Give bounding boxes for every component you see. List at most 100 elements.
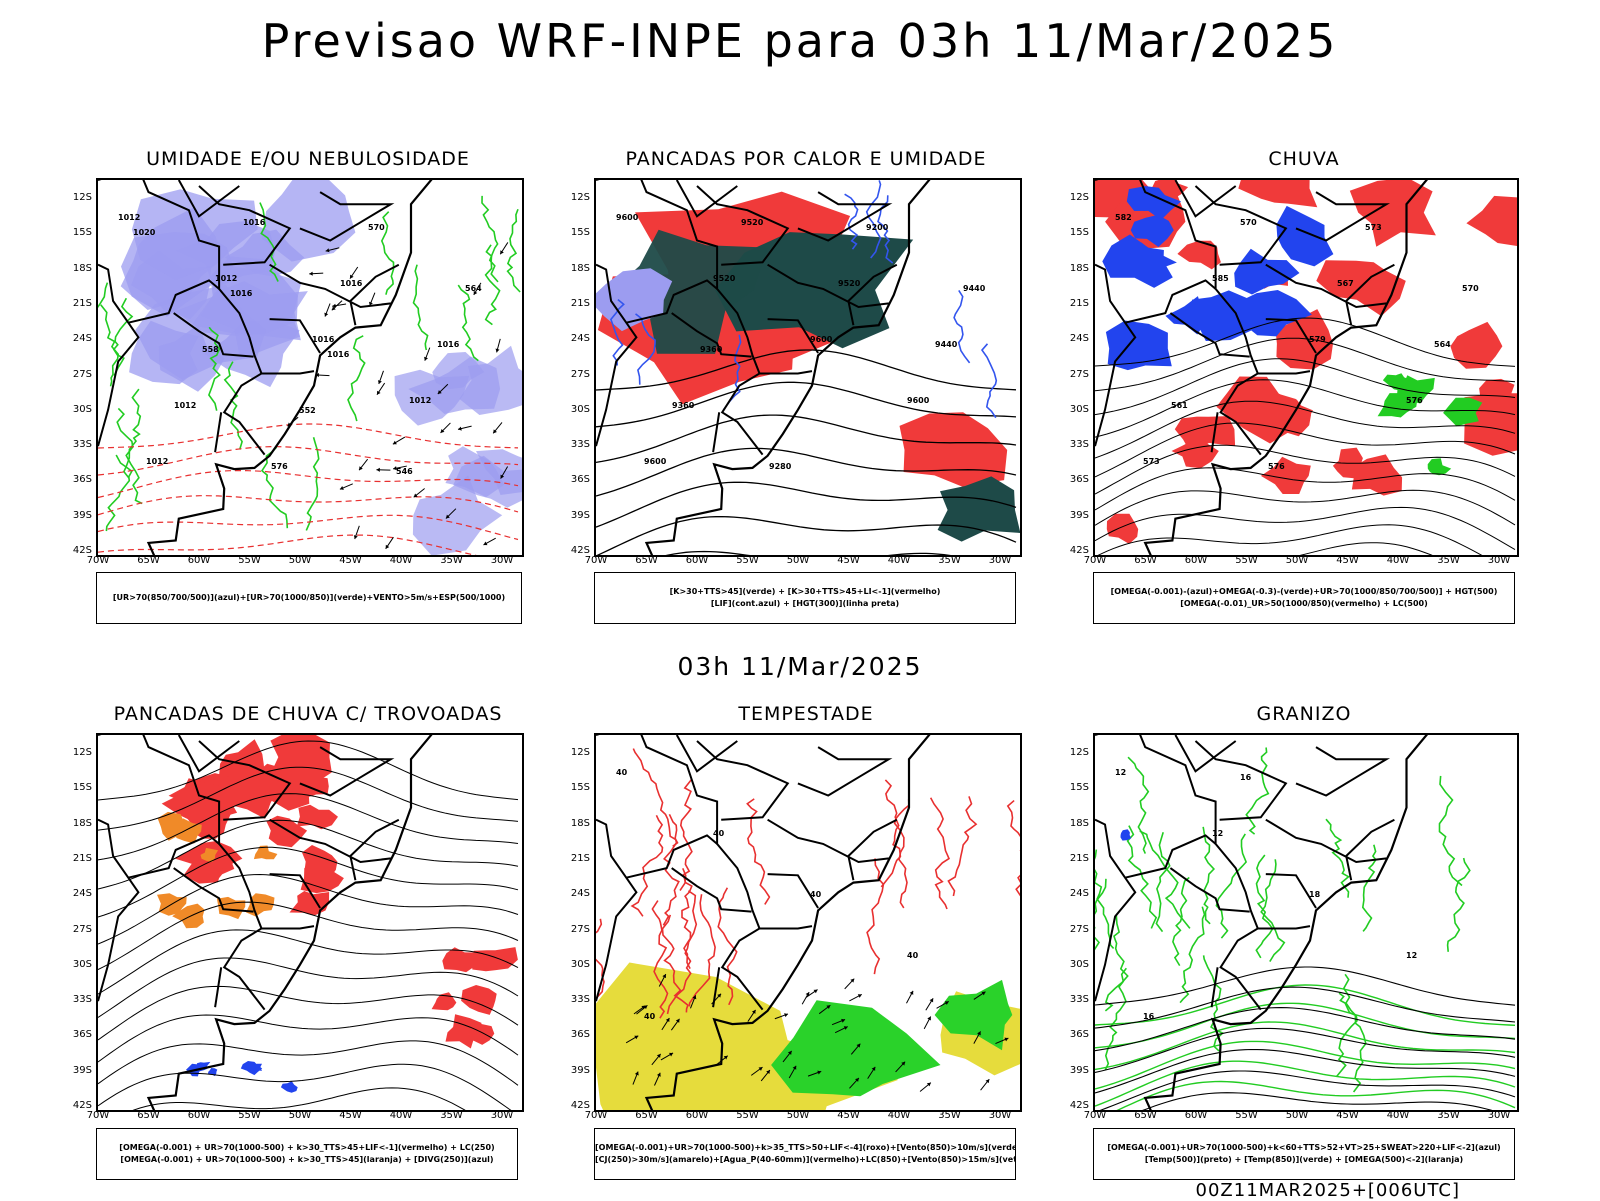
country-border	[215, 412, 221, 452]
contour-label: 9520	[838, 279, 861, 288]
wind-vector	[920, 1083, 931, 1092]
contour-label: 579	[1309, 335, 1326, 344]
wind-vector	[324, 304, 330, 317]
contour-label: 9520	[713, 274, 736, 283]
lat-label: 24S	[1059, 888, 1089, 899]
lon-label: 70W	[83, 1110, 113, 1121]
lon-label: 70W	[83, 555, 113, 566]
wind-vector	[496, 339, 501, 353]
country-border	[98, 820, 138, 1001]
rain-area	[1238, 180, 1317, 207]
thunderstorm-area	[297, 805, 338, 830]
lon-label: 50W	[285, 555, 315, 566]
contour-label: 576	[271, 462, 288, 471]
precipitable-water-contour	[931, 798, 949, 909]
lat-label: 24S	[62, 333, 92, 344]
thickness-contour	[98, 424, 518, 448]
country-border	[262, 926, 315, 928]
lon-label: 35W	[1434, 555, 1464, 566]
country-border	[626, 835, 717, 877]
lon-label: 60W	[682, 555, 712, 566]
contour-label: 1016	[327, 350, 350, 359]
temperature-500-contour	[1095, 987, 1515, 1028]
wind-vector	[483, 538, 495, 545]
temperature-850-contour	[1095, 985, 1515, 1025]
strong-omega-area	[1428, 458, 1452, 475]
lat-label: 30S	[62, 959, 92, 970]
lon-label: 65W	[632, 1110, 662, 1121]
legend-tempestade: [OMEGA(-0.001)+UR>70(1000-500)+k>35_TTS>…	[594, 1128, 1016, 1180]
hail-area	[1121, 829, 1132, 840]
lat-label: 39S	[62, 510, 92, 521]
lon-label: 70W	[581, 555, 611, 566]
lon-label: 65W	[632, 555, 662, 566]
contour-label: 9440	[963, 284, 986, 293]
lat-label: 27S	[1059, 369, 1089, 380]
country-border	[1258, 926, 1310, 928]
lat-label: 15S	[1059, 227, 1089, 238]
lat-label: 21S	[1059, 298, 1089, 309]
shower-area	[217, 897, 245, 919]
contour-label: 40	[644, 1012, 656, 1021]
temperature-850-contour	[1173, 878, 1189, 966]
wind-vector	[315, 373, 329, 377]
lon-label: 70W	[1080, 555, 1110, 566]
contour-label: 1012	[174, 401, 196, 410]
wind-vector	[376, 468, 390, 472]
temperature-850-contour	[1095, 1041, 1515, 1089]
contour-label: 552	[299, 406, 316, 415]
wind-vector	[849, 994, 861, 1001]
lifted-index-contour	[954, 290, 970, 362]
precipitable-water-contour	[682, 868, 692, 968]
lat-label: 15S	[62, 227, 92, 238]
footer-stamp: 00Z11MAR2025+[006UTC]	[1196, 1180, 1460, 1201]
wind-vector	[493, 422, 502, 433]
lon-label: 40W	[386, 555, 416, 566]
lat-label: 39S	[1059, 1065, 1089, 1076]
contour-label: 12	[1212, 829, 1223, 838]
thunderstorm-area	[290, 891, 330, 915]
contour-label: 1016	[230, 289, 253, 298]
panel-title-tempestade: TEMPESTADE	[594, 703, 1018, 725]
wind-vector	[845, 979, 855, 989]
lat-label: 15S	[62, 782, 92, 793]
contour-label: 16	[1240, 773, 1252, 782]
lat-label: 27S	[1059, 924, 1089, 935]
wind-vector	[926, 998, 933, 1010]
lat-label: 18S	[1059, 818, 1089, 829]
lat-label: 27S	[62, 924, 92, 935]
lat-label: 36S	[1059, 474, 1089, 485]
lon-label: 65W	[134, 1110, 164, 1121]
contour-label: 9200	[866, 223, 889, 232]
contour-label: 40	[616, 768, 628, 777]
panel-title-pancadas_calor: PANCADAS POR CALOR E UMIDADE	[594, 148, 1018, 170]
contour-label: 1020	[133, 228, 156, 237]
lon-label: 35W	[437, 1110, 467, 1121]
lon-label: 30W	[487, 555, 517, 566]
temperature-850-contour	[1156, 832, 1169, 931]
wind-vector	[441, 423, 451, 433]
rain-area	[1316, 260, 1406, 316]
contour-label: 18	[1309, 890, 1321, 899]
lon-label: 30W	[487, 1110, 517, 1121]
contour-label: 573	[1143, 457, 1160, 466]
lat-label: 24S	[62, 888, 92, 899]
lat-label: 33S	[1059, 994, 1089, 1005]
lifted-index-contour	[982, 344, 996, 418]
lat-label: 36S	[62, 1029, 92, 1040]
temperature-850-contour	[1363, 845, 1376, 932]
contour-label: 1012	[409, 396, 431, 405]
contour-label: 567	[1337, 279, 1354, 288]
divergence-area	[281, 1081, 298, 1093]
humidity-low-contour	[414, 265, 428, 350]
lat-label: 30S	[560, 959, 590, 970]
lat-label: 12S	[1059, 192, 1089, 203]
lat-label: 36S	[62, 474, 92, 485]
country-border	[1296, 747, 1386, 795]
legend-umidade: [UR>70(850/700/500)](azul)+[UR>70(1000/8…	[96, 572, 522, 624]
legend-line: [UR>70(850/700/500)](azul)+[UR>70(1000/8…	[97, 592, 521, 604]
